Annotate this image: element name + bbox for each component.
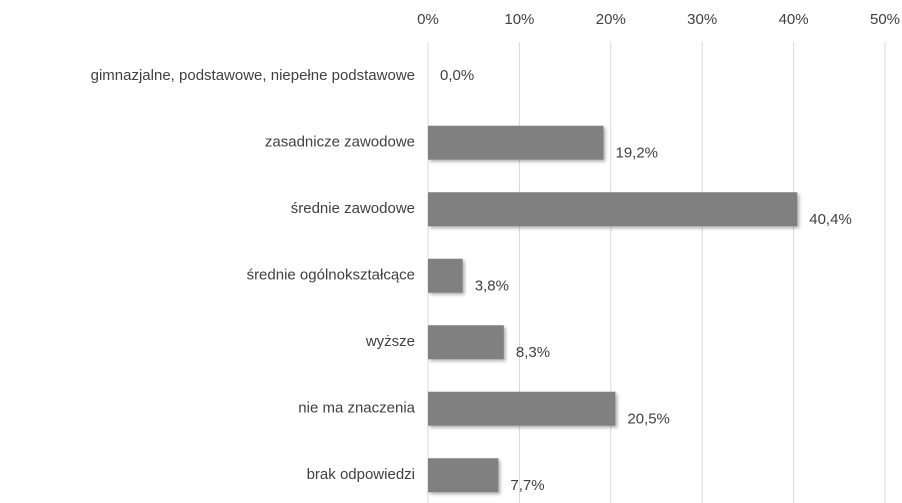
data-label: 8,3% bbox=[516, 344, 550, 361]
x-tick-label: 20% bbox=[596, 11, 626, 28]
y-tick-label: średnie ogólnokształcące bbox=[247, 267, 415, 284]
x-tick-label: 40% bbox=[779, 11, 809, 28]
data-label: 0,0% bbox=[440, 67, 474, 84]
bar bbox=[428, 125, 604, 160]
data-label: 7,7% bbox=[510, 477, 544, 494]
y-tick-label: brak odpowiedzi bbox=[307, 466, 415, 483]
bar bbox=[428, 325, 504, 360]
y-tick-label: nie ma znaczenia bbox=[298, 400, 415, 417]
x-tick-label: 50% bbox=[870, 11, 900, 28]
data-label: 20,5% bbox=[627, 411, 670, 428]
x-tick-label: 0% bbox=[417, 11, 439, 28]
y-tick-label: gimnazjalne, podstawowe, niepełne podsta… bbox=[91, 67, 415, 84]
data-label: 3,8% bbox=[475, 278, 509, 295]
y-tick-label: wyższe bbox=[365, 333, 415, 350]
y-tick-label: zasadnicze zawodowe bbox=[265, 134, 415, 151]
bar bbox=[428, 391, 616, 426]
y-tick-label: średnie zawodowe bbox=[291, 200, 415, 217]
data-label: 40,4% bbox=[809, 211, 852, 228]
bar bbox=[428, 192, 798, 227]
data-label: 19,2% bbox=[615, 145, 658, 162]
bar bbox=[428, 458, 499, 493]
x-tick-label: 10% bbox=[504, 11, 534, 28]
x-tick-label: 30% bbox=[687, 11, 717, 28]
bar bbox=[428, 258, 463, 293]
